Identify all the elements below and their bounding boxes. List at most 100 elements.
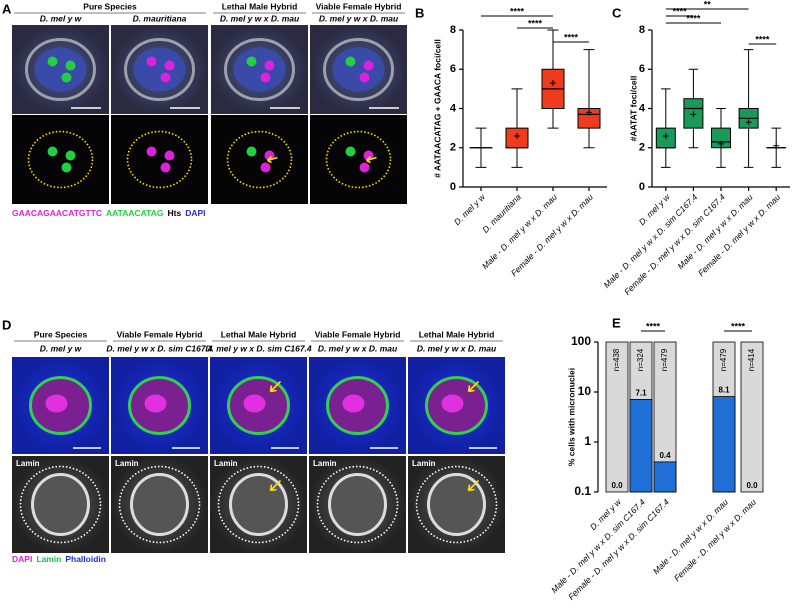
- focus: [246, 146, 257, 157]
- cell-outline: [224, 38, 295, 101]
- focus: [264, 60, 275, 71]
- y-axis-label: # AATAACATAG + GAACA foci/cell: [432, 39, 442, 178]
- focus: [146, 56, 157, 67]
- y-tick-label: 4: [450, 102, 457, 114]
- lamin-ring: [31, 473, 90, 536]
- row-label: Lamin: [412, 459, 436, 468]
- nucleus-outline: [226, 130, 293, 189]
- arrow: [467, 380, 480, 393]
- total-bar: [605, 341, 629, 493]
- arrow: [365, 155, 377, 164]
- x-tick-label: Male - D. mel y w x D. sim C167.4: [549, 497, 647, 595]
- y-tick-label: 0: [639, 181, 645, 193]
- focus: [61, 72, 72, 83]
- focus: [47, 56, 58, 67]
- legend: DAPI Lamin Phalloidin: [12, 554, 106, 564]
- row-label: Lamin: [115, 459, 139, 468]
- image: [211, 115, 308, 204]
- y-tick-label: 10: [578, 384, 592, 398]
- focus: [260, 162, 271, 173]
- mean: [586, 109, 592, 116]
- image: [310, 115, 407, 204]
- species-label: D. mel y w x D. mau: [319, 13, 399, 23]
- chromatin: [243, 394, 266, 413]
- mean: [514, 132, 520, 139]
- species-label: D. mel y w: [40, 13, 83, 23]
- focus: [345, 56, 356, 67]
- column-header: Pure Species: [34, 329, 88, 339]
- focus: [160, 162, 171, 173]
- species-label: D. mel y w: [40, 343, 83, 353]
- arrow: [467, 479, 480, 492]
- y-tick-label: 0.1: [574, 484, 591, 498]
- bar: [712, 396, 736, 493]
- arrow: [269, 479, 282, 492]
- y-tick-label: 6: [450, 63, 456, 75]
- focus: [65, 150, 76, 161]
- panel-label: C: [612, 5, 622, 20]
- row-label: Lamin: [214, 459, 238, 468]
- value-label: 0.0: [746, 481, 758, 490]
- focus: [61, 162, 72, 173]
- focus: [363, 60, 374, 71]
- panel-label: A: [2, 1, 12, 16]
- mean: [690, 111, 697, 118]
- x-tick-label: D. mel y w: [452, 191, 488, 227]
- cell-outline: [118, 465, 201, 544]
- column-header: Pure Species: [83, 1, 137, 11]
- chromatin: [144, 394, 167, 413]
- panel-label: E: [612, 315, 621, 330]
- species-label: D. mel y w x D. mau: [220, 13, 300, 23]
- focus: [164, 60, 175, 71]
- box: [711, 127, 731, 149]
- y-tick-label: 4: [639, 102, 646, 114]
- arrow: [269, 380, 282, 393]
- legend-entry: Lamin: [36, 554, 61, 564]
- focus: [65, 60, 76, 71]
- chromatin: [441, 394, 464, 413]
- value-label: 0.4: [659, 451, 671, 460]
- column-header: Viable Female Hybrid: [316, 1, 402, 11]
- cell-outline: [415, 465, 498, 544]
- y-tick-label: 2: [639, 142, 645, 154]
- species-label: D. mel y w x D. mau: [417, 343, 497, 353]
- value-label: 0.0: [611, 481, 623, 490]
- significance-label: **: [704, 0, 712, 9]
- species-label: D. mauritiana: [133, 13, 187, 23]
- y-tick-label: 8: [639, 24, 645, 36]
- lamin-ring: [328, 473, 387, 536]
- focus: [359, 162, 370, 173]
- y-axis-label: #AATAT foci/cell: [628, 76, 638, 142]
- panel-label: B: [415, 5, 424, 20]
- nucleus-outline: [325, 130, 392, 189]
- image: [12, 115, 109, 204]
- significance-label: ****: [755, 34, 770, 44]
- cell-outline: [25, 38, 96, 101]
- significance-label: ****: [646, 321, 661, 331]
- nucleus: [133, 47, 186, 92]
- row-label: Lamin: [313, 459, 337, 468]
- cell-outline: [316, 465, 399, 544]
- cell-outline: [124, 38, 195, 101]
- arrow: [266, 155, 278, 164]
- column-header: Lethal Male Hybrid: [222, 1, 298, 11]
- significance-label: ****: [528, 18, 543, 28]
- y-tick-label: 2: [450, 142, 456, 154]
- nucleus-outline: [126, 130, 193, 189]
- focus: [246, 56, 257, 67]
- mean: [745, 119, 752, 126]
- mean: [773, 142, 780, 149]
- column-header: Lethal Male Hybrid: [221, 329, 297, 339]
- focus: [363, 150, 374, 161]
- focus: [264, 150, 275, 161]
- lamin-ring: [130, 473, 189, 536]
- box: [577, 108, 601, 129]
- chromatin: [45, 394, 68, 413]
- cell-outline: [323, 38, 394, 101]
- legend-entry: Hts: [167, 208, 181, 218]
- significance-label: ****: [510, 6, 525, 16]
- species-label: D. mel y w x D. sim C167.4: [106, 343, 213, 353]
- y-tick-label: 8: [450, 24, 456, 36]
- significance-label: ****: [731, 321, 746, 331]
